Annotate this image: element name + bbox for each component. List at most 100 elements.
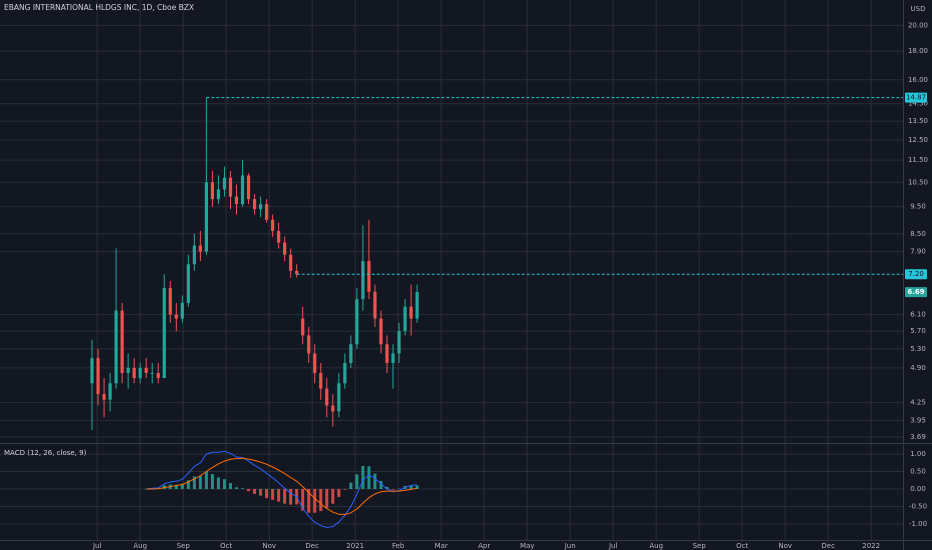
candle-body <box>367 261 371 292</box>
candle-body <box>162 288 166 379</box>
x-tick-label: Aug <box>649 542 663 550</box>
y-tick-label: 11.50 <box>908 156 928 164</box>
macd-histogram-bar <box>283 489 287 504</box>
grid <box>0 0 903 540</box>
macd-title: MACD (12, 26, close, 9) <box>4 449 87 457</box>
candle-body <box>385 344 389 364</box>
y-tick-label: 14.50 <box>908 100 928 108</box>
candle-body <box>349 344 353 364</box>
candle-body <box>102 394 106 400</box>
candle-body <box>174 314 178 319</box>
candle-body <box>295 270 299 275</box>
candle-body <box>409 306 413 319</box>
candle-body <box>234 196 239 205</box>
candle-body <box>120 310 124 373</box>
macd-histogram-bar <box>204 471 208 490</box>
y-tick-label: 20.00 <box>908 21 928 29</box>
x-tick-label: Feb <box>392 542 405 550</box>
candle-body <box>90 358 94 384</box>
macd-histogram-bar <box>367 466 371 490</box>
macd-tick-label: -0.50 <box>909 502 927 510</box>
macd-histogram-bar <box>331 489 335 504</box>
candle-body <box>210 182 215 200</box>
x-tick-label: 2022 <box>862 542 880 550</box>
candle-body <box>265 204 269 220</box>
candle-body <box>114 310 118 384</box>
chart-title: EBANG INTERNATIONAL HLDGS INC, 1D, Cboe … <box>4 3 194 12</box>
macd-histogram-bar <box>313 489 317 513</box>
y-tick-label: 4.90 <box>910 364 926 372</box>
macd-histogram-bar <box>198 476 202 490</box>
level-label: 14.87 <box>906 94 926 102</box>
y-tick-label: 3.95 <box>910 416 926 424</box>
macd-signal <box>146 457 418 516</box>
level-label: 7.20 <box>908 270 924 278</box>
y-tick-label: 3.69 <box>910 433 926 441</box>
candle-body <box>379 318 383 345</box>
candle-body <box>216 189 221 200</box>
labels: Jul Aug Sep Oct Nov Dec 2021 Feb Mar Apr May Jun Jul… <box>92 21 928 550</box>
candle-body <box>186 264 190 303</box>
macd-histogram-bar <box>228 483 232 490</box>
macd-line <box>146 450 418 528</box>
macd-histogram-bar <box>259 489 263 496</box>
macd-histogram-bar <box>180 483 184 490</box>
macd-histogram-bar <box>319 489 323 512</box>
macd-histogram-bar <box>379 480 383 490</box>
x-tick-label: Aug <box>133 542 147 550</box>
candle-body <box>258 204 263 210</box>
candle-body <box>313 353 317 373</box>
x-tick-label: Jun <box>564 542 576 550</box>
candle-body <box>96 358 100 395</box>
y-tick-label: 18.00 <box>908 47 928 55</box>
candle-body <box>331 405 335 412</box>
y-tick-label: 5.70 <box>910 327 926 335</box>
x-tick-label: Dec <box>305 542 319 550</box>
macd-histogram-bar <box>186 480 190 490</box>
last-price-label: 6.69 <box>907 288 924 296</box>
macd-histogram-bar <box>210 473 214 490</box>
macd-histogram-bar <box>343 489 347 490</box>
candle-body <box>192 245 196 265</box>
candle-body <box>108 383 112 400</box>
candle-body <box>283 242 287 255</box>
candle-body <box>132 367 136 379</box>
last-price-box <box>905 287 927 298</box>
macd-histogram-bar <box>216 477 220 490</box>
y-tick-label: 7.90 <box>910 248 926 256</box>
y-tick-label: 16.00 <box>908 76 928 84</box>
y-unit: USD <box>911 5 926 13</box>
candle-body <box>198 245 202 252</box>
candle-body <box>277 230 281 243</box>
candle-body <box>319 372 323 389</box>
x-tick-label: Oct <box>220 542 232 550</box>
x-tick-label: Jul <box>608 542 618 550</box>
macd-histogram-bar <box>174 484 178 490</box>
candle-body <box>391 353 395 364</box>
candle-body <box>337 383 341 412</box>
x-tick-label: Sep <box>177 542 191 550</box>
candle-body <box>240 175 245 205</box>
macd-histogram-bar <box>235 487 238 490</box>
x-tick-label: Apr <box>478 542 490 550</box>
macd-histogram-bar <box>301 489 305 511</box>
candle-body <box>204 182 208 252</box>
candle-body <box>343 363 347 384</box>
level-label-box <box>905 269 927 280</box>
macd-histogram-bar <box>373 473 377 490</box>
candle-body <box>271 219 275 231</box>
macd-histogram-bar <box>385 486 389 490</box>
candle-body <box>289 254 293 271</box>
candle-body <box>156 372 160 379</box>
macd-histogram-bar <box>391 489 395 490</box>
macd-histogram-bar <box>271 489 275 500</box>
macd-histogram-bar <box>277 489 281 502</box>
candle-body <box>415 292 419 319</box>
macd-histogram-bar <box>192 476 196 490</box>
x-tick-label: May <box>520 542 534 550</box>
x-tick-label: Oct <box>736 542 748 550</box>
candle-body <box>228 177 233 197</box>
candle-body <box>150 372 154 374</box>
